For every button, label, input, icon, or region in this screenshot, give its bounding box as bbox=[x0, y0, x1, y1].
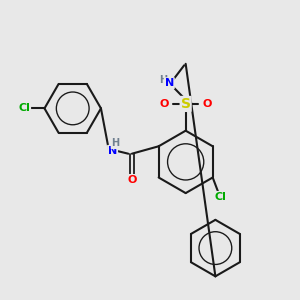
Text: Cl: Cl bbox=[214, 192, 226, 202]
Text: O: O bbox=[127, 175, 136, 185]
Text: Cl: Cl bbox=[18, 103, 30, 113]
Text: O: O bbox=[203, 99, 212, 109]
Text: H: H bbox=[112, 138, 120, 148]
Text: N: N bbox=[165, 78, 174, 88]
Text: N: N bbox=[108, 146, 117, 156]
Text: H: H bbox=[159, 75, 167, 85]
Text: O: O bbox=[159, 99, 169, 109]
Text: S: S bbox=[181, 97, 191, 111]
